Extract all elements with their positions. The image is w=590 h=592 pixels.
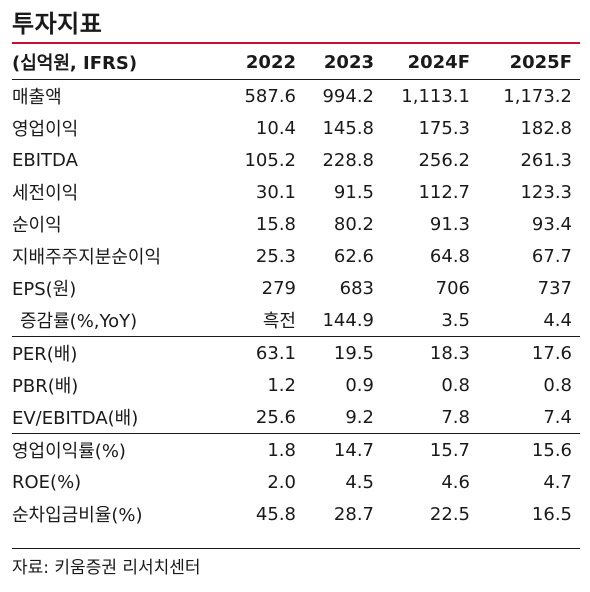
cell-2025f: 261.3 (520, 149, 572, 171)
year-header-2023: 2023 (304, 45, 382, 80)
table-row: 순차입금비율(%) 45.8 28.7 22.5 16.5 (12, 498, 580, 530)
table-row: 영업이익률(%) 1.8 14.7 15.7 15.6 (12, 434, 580, 467)
row-label: 증감률(%,YoY) (12, 304, 214, 337)
cell-2025f: 67.7 (531, 245, 572, 267)
table-row: EBITDA 105.2 228.8 256.2 261.3 (12, 144, 580, 176)
cell-2024f: 64.8 (429, 245, 470, 267)
source-note: 자료: 키움증권 리서치센터 (12, 548, 580, 578)
cell-2022: 15.8 (255, 213, 296, 235)
unit-header: (십억원, IFRS) (12, 45, 214, 80)
table-header-row: (십억원, IFRS) 2022 2023 2024F 2025F (12, 45, 580, 80)
table-row: 영업이익 10.4 145.8 175.3 182.8 (12, 112, 580, 144)
table-row: PER(배) 63.1 19.5 18.3 17.6 (12, 337, 580, 370)
cell-2022: 45.8 (255, 503, 296, 525)
cell-2024f: 706 (435, 277, 470, 299)
cell-2024f: 7.8 (382, 401, 478, 434)
cell-2024f: 18.3 (429, 342, 470, 364)
cell-2025f: 4.4 (478, 304, 580, 337)
investment-indicators-table: (십억원, IFRS) 2022 2023 2024F 2025F 매출액 58… (12, 45, 580, 530)
cell-2023: 145.8 (322, 117, 374, 139)
cell-2024f: 15.7 (429, 439, 470, 461)
cell-2023: 91.5 (333, 181, 374, 203)
row-label: 매출액 (12, 87, 62, 108)
cell-2023: 62.6 (333, 245, 374, 267)
cell-2024f: 256.2 (418, 149, 470, 171)
cell-2023: 228.8 (322, 149, 374, 171)
table-row: PBR(배) 1.2 0.9 0.8 0.8 (12, 369, 580, 401)
cell-2025f: 123.3 (520, 181, 572, 203)
cell-2023: 80.2 (333, 213, 374, 235)
cell-2025f: 7.4 (478, 401, 580, 434)
cell-2023: 28.7 (333, 503, 374, 525)
year-header-2025f: 2025F (478, 45, 580, 80)
cell-2025f: 93.4 (531, 213, 572, 235)
cell-2022: 흑전 (214, 304, 304, 337)
row-label: PER(배) (12, 344, 78, 365)
cell-2022: 587.6 (244, 85, 296, 107)
cell-2022: 1.8 (267, 439, 296, 461)
table-row: 매출액 587.6 994.2 1,113.1 1,173.2 (12, 80, 580, 113)
table-row: ROE(%) 2.0 4.5 4.6 4.7 (12, 466, 580, 498)
row-label: 지배주주지분순이익 (12, 247, 162, 268)
cell-2025f: 17.6 (531, 342, 572, 364)
row-label: PBR(배) (12, 376, 79, 397)
row-label: EPS(원) (12, 279, 77, 300)
cell-2023: 144.9 (304, 304, 382, 337)
cell-2025f: 737 (537, 277, 572, 299)
cell-2023: 14.7 (333, 439, 374, 461)
cell-2022: 10.4 (255, 117, 296, 139)
cell-2023: 19.5 (333, 342, 374, 364)
cell-2022: 25.6 (214, 401, 304, 434)
cell-2024f: 22.5 (429, 503, 470, 525)
row-label: 세전이익 (12, 183, 79, 204)
cell-2022: 105.2 (244, 149, 296, 171)
table-row: 순이익 15.8 80.2 91.3 93.4 (12, 208, 580, 240)
cell-2023: 994.2 (322, 85, 374, 107)
row-label: 순차입금비율(%) (12, 505, 143, 526)
year-header-2022: 2022 (214, 45, 304, 80)
table-row: 지배주주지분순이익 25.3 62.6 64.8 67.7 (12, 240, 580, 272)
cell-2024f: 4.6 (441, 471, 470, 493)
cell-2025f: 1,173.2 (503, 85, 572, 107)
table-row: 증감률(%,YoY) 흑전 144.9 3.5 4.4 (12, 304, 580, 337)
cell-2024f: 91.3 (429, 213, 470, 235)
row-label: ROE(%) (12, 471, 82, 493)
title-divider (12, 42, 580, 44)
cell-2022: 25.3 (255, 245, 296, 267)
cell-2025f: 15.6 (531, 439, 572, 461)
cell-2025f: 0.8 (543, 374, 572, 396)
cell-2022: 2.0 (267, 471, 296, 493)
cell-2024f: 175.3 (418, 117, 470, 139)
cell-2025f: 182.8 (520, 117, 572, 139)
cell-2023: 0.9 (345, 374, 374, 396)
row-label: 순이익 (12, 215, 62, 236)
cell-2022: 279 (261, 277, 296, 299)
row-label: 영업이익률(%) (12, 441, 126, 462)
page-title: 투자지표 (12, 10, 103, 38)
cell-2023: 683 (339, 277, 374, 299)
cell-2022: 1.2 (267, 374, 296, 396)
cell-2024f: 3.5 (382, 304, 478, 337)
cell-2022: 30.1 (255, 181, 296, 203)
table-row: EV/EBITDA(배) 25.6 9.2 7.8 7.4 (12, 401, 580, 434)
cell-2023: 9.2 (304, 401, 382, 434)
row-label: 영업이익 (12, 119, 79, 140)
table-row: EPS(원) 279 683 706 737 (12, 272, 580, 304)
cell-2024f: 0.8 (441, 374, 470, 396)
cell-2025f: 16.5 (531, 503, 572, 525)
year-header-2024f: 2024F (382, 45, 478, 80)
row-label: EBITDA (12, 149, 78, 171)
cell-2024f: 1,113.1 (401, 85, 470, 107)
row-label: EV/EBITDA(배) (12, 401, 214, 434)
cell-2025f: 4.7 (543, 471, 572, 493)
cell-2024f: 112.7 (418, 181, 470, 203)
cell-2023: 4.5 (345, 471, 374, 493)
cell-2022: 63.1 (255, 342, 296, 364)
table-row: 세전이익 30.1 91.5 112.7 123.3 (12, 176, 580, 208)
